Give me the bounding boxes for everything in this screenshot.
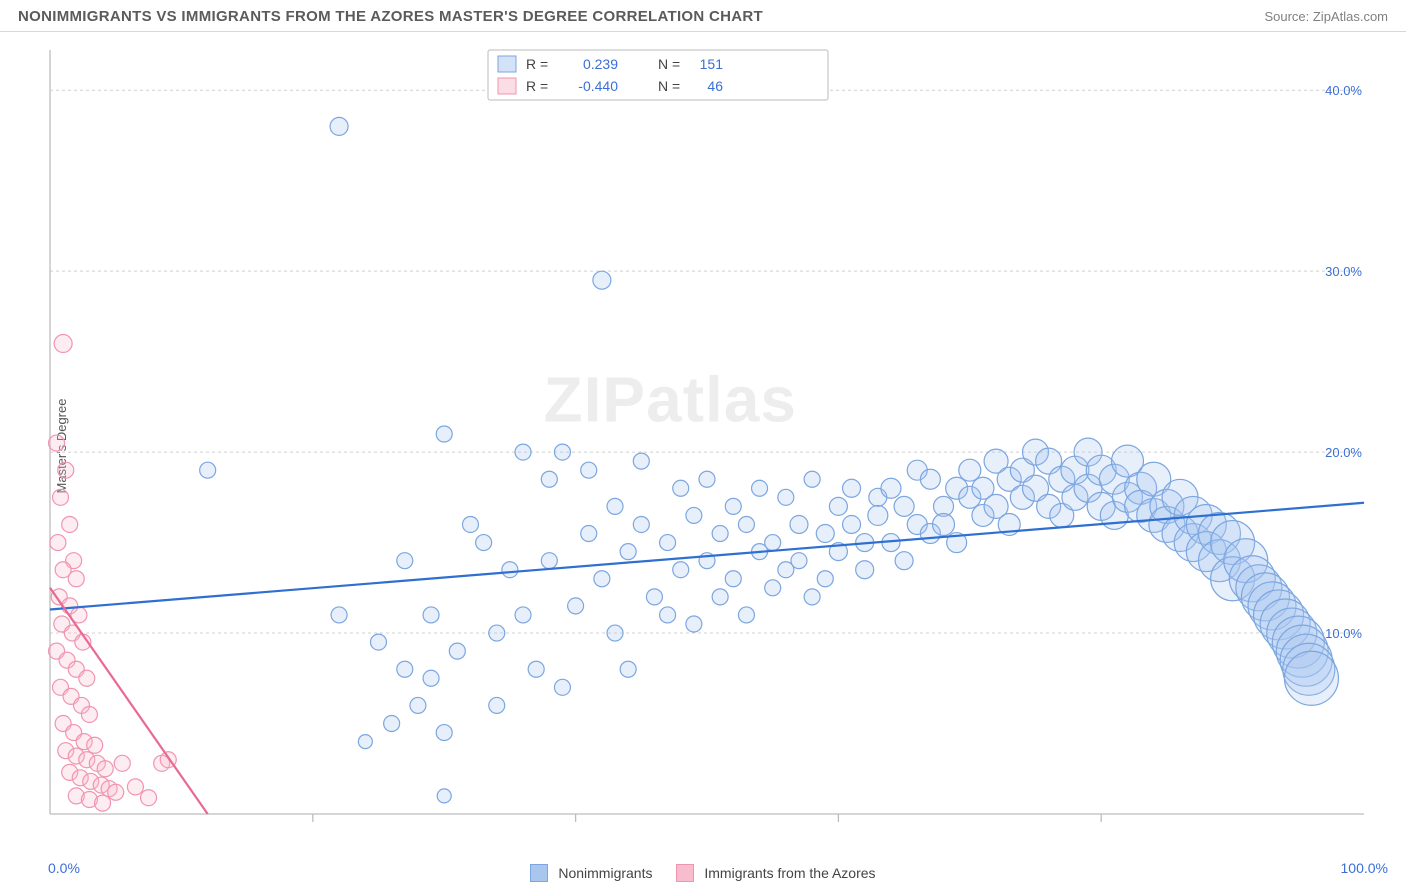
legend-bottom: Nonimmigrants Immigrants from the Azores [0, 864, 1406, 882]
legend-item-b: Immigrants from the Azores [676, 864, 875, 882]
legend-label-b: Immigrants from the Azores [704, 865, 875, 881]
svg-text:ZIPatlas: ZIPatlas [544, 363, 797, 435]
svg-text:46: 46 [707, 78, 723, 94]
legend-swatch-b [676, 864, 694, 882]
svg-text:R =: R = [526, 56, 548, 72]
legend-label-a: Nonimmigrants [558, 865, 652, 881]
chart-header: NONIMMIGRANTS VS IMMIGRANTS FROM THE AZO… [0, 0, 1406, 32]
svg-text:R =: R = [526, 78, 548, 94]
svg-text:N =: N = [658, 56, 680, 72]
svg-text:0.239: 0.239 [583, 56, 618, 72]
svg-text:N =: N = [658, 78, 680, 94]
legend-swatch-a [530, 864, 548, 882]
svg-text:30.0%: 30.0% [1325, 264, 1362, 279]
svg-text:40.0%: 40.0% [1325, 83, 1362, 98]
plot-area: 10.0% 20.0% 30.0% 40.0% ZIPatlas R = 0.239 N = 1… [48, 48, 1388, 850]
legend-item-a: Nonimmigrants [530, 864, 652, 882]
x-axis-start: 0.0% [48, 860, 80, 876]
svg-text:10.0%: 10.0% [1325, 626, 1362, 641]
chart-title: NONIMMIGRANTS VS IMMIGRANTS FROM THE AZO… [18, 8, 763, 25]
x-axis-end: 100.0% [1341, 860, 1388, 876]
scatter-svg: 10.0% 20.0% 30.0% 40.0% ZIPatlas R = 0.239 N = 1… [48, 48, 1372, 826]
svg-text:20.0%: 20.0% [1325, 445, 1362, 460]
chart-source: Source: ZipAtlas.com [1264, 9, 1388, 24]
svg-text:-0.440: -0.440 [578, 78, 618, 94]
svg-text:151: 151 [700, 56, 724, 72]
